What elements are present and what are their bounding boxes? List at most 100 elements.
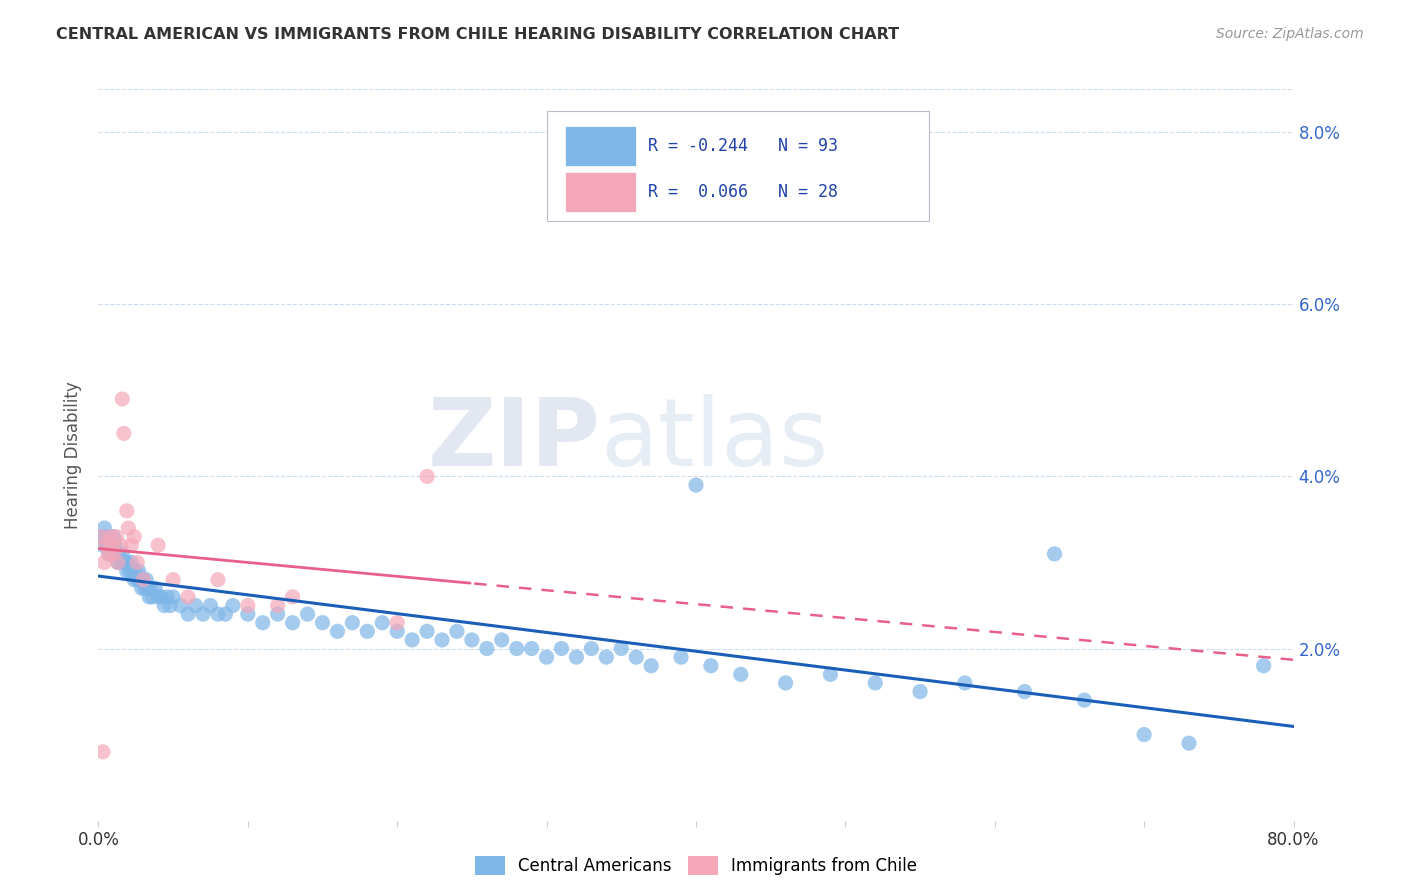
Point (93, 521, 115, 535)
Point (401, 632, 423, 647)
Point (506, 641, 529, 656)
Point (236, 599, 259, 613)
Point (446, 624, 468, 639)
Point (177, 607, 200, 621)
Text: Source: ZipAtlas.com: Source: ZipAtlas.com (1216, 27, 1364, 41)
Point (125, 564, 148, 578)
FancyBboxPatch shape (547, 112, 929, 221)
Point (101, 538, 124, 552)
Point (595, 650, 617, 665)
Point (565, 650, 588, 665)
Point (416, 469, 439, 483)
Point (108, 547, 131, 561)
Point (136, 582, 159, 596)
Point (153, 599, 176, 613)
Point (91, 745, 114, 759)
Point (1178, 736, 1201, 750)
Point (127, 556, 149, 570)
Point (91, 538, 114, 552)
Point (127, 573, 149, 587)
Point (97, 547, 120, 561)
Point (120, 538, 142, 552)
Point (111, 547, 134, 561)
Point (124, 530, 146, 544)
Point (104, 538, 127, 552)
Point (267, 599, 290, 613)
Point (581, 641, 603, 656)
Point (90, 530, 112, 544)
Point (775, 676, 797, 690)
Point (120, 556, 142, 570)
Point (281, 615, 304, 630)
Point (135, 573, 157, 587)
Point (820, 667, 842, 681)
Point (141, 590, 163, 604)
Point (222, 599, 245, 613)
Point (132, 573, 155, 587)
Point (214, 607, 236, 621)
Point (138, 590, 160, 604)
Text: atlas: atlas (600, 394, 828, 486)
Point (110, 556, 132, 570)
Point (143, 582, 166, 596)
Point (207, 607, 229, 621)
Point (148, 538, 170, 552)
Point (1133, 728, 1156, 742)
Point (107, 556, 129, 570)
Point (96, 538, 118, 552)
Point (101, 547, 124, 561)
Point (461, 632, 484, 647)
Point (371, 615, 394, 630)
Point (236, 607, 259, 621)
Point (1253, 658, 1275, 673)
Point (117, 556, 139, 570)
Point (356, 624, 378, 639)
Point (550, 641, 572, 656)
FancyBboxPatch shape (565, 126, 637, 166)
Point (908, 684, 931, 698)
Point (626, 650, 648, 665)
Point (112, 426, 135, 441)
Point (100, 538, 122, 552)
Point (184, 599, 207, 613)
Point (90, 530, 112, 544)
Point (134, 582, 156, 596)
Text: ZIP: ZIP (427, 394, 600, 486)
Point (105, 530, 128, 544)
Point (685, 478, 707, 492)
Point (177, 590, 200, 604)
Point (131, 582, 153, 596)
Point (105, 547, 128, 561)
Point (117, 521, 139, 535)
Point (520, 641, 543, 656)
Point (326, 624, 349, 639)
Y-axis label: Hearing Disability: Hearing Disability (65, 381, 83, 529)
Point (430, 632, 453, 647)
Point (491, 632, 513, 647)
Point (115, 504, 138, 518)
Point (100, 530, 122, 544)
Point (103, 530, 125, 544)
Point (162, 590, 184, 604)
Point (115, 564, 138, 578)
Point (730, 667, 752, 681)
Point (150, 590, 173, 604)
Point (169, 599, 191, 613)
Point (132, 573, 155, 587)
Point (311, 615, 333, 630)
Point (148, 590, 170, 604)
Point (252, 615, 274, 630)
Point (385, 615, 409, 630)
Point (267, 607, 290, 621)
Point (94, 530, 117, 544)
Point (700, 658, 723, 673)
Point (97, 547, 120, 561)
Point (1073, 693, 1095, 707)
Point (110, 538, 132, 552)
Point (536, 650, 558, 665)
Point (297, 607, 319, 621)
Point (128, 564, 150, 578)
Point (385, 624, 409, 639)
Point (475, 641, 498, 656)
Point (162, 573, 184, 587)
